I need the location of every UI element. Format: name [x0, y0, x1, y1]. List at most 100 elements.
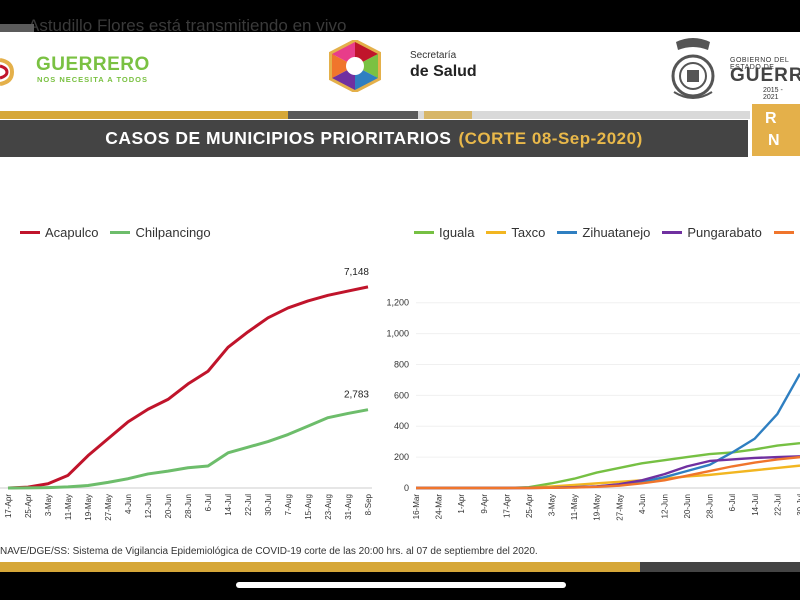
guerrero-logo-title: GUERRERO: [36, 54, 150, 75]
legend-label-acapulco: Acapulco: [45, 225, 99, 240]
secretaria-label: Secretaría: [410, 50, 457, 61]
left-x-tick-20-jun: 20-Jun: [164, 494, 173, 518]
guerrero-logo-icon: [0, 58, 14, 86]
legend-swatch-zihuatanejo: [557, 231, 578, 234]
right-x-tick-17-apr: 17-Apr: [502, 494, 511, 518]
side-label-box: R N: [752, 104, 800, 156]
slide-title-corte: (CORTE 08-Sep-2020): [458, 128, 643, 148]
left-line-chart: 17-Apr 25-Apr 3-May 11-May 19-May 27-May 4-Jun…: [0, 267, 373, 521]
data-source-note: NAVE/DGE/SS: Sistema de Vigilancia Epide…: [0, 546, 538, 557]
slide-title: CASOS DE MUNICIPIOS PRIORITARIOS: [105, 128, 452, 148]
data-label-acapulco: 7,148: [344, 267, 369, 278]
legend-swatch-acapulco: [20, 231, 40, 234]
decorative-strip-gold: [0, 111, 288, 119]
presentation-slide: GUERRERO NOS NECESITA A TODOS Secretaría…: [0, 32, 800, 572]
legend-item-acapulco: Acapulco: [20, 225, 98, 240]
legend-item-chilpancingo: Chilpancingo: [110, 225, 211, 240]
left-x-tick-28-jun: 28-Jun: [184, 494, 193, 518]
right-y-tick-200: 200: [394, 452, 409, 462]
gobierno-seal-icon: [671, 38, 715, 99]
gobierno-main-label: GUERRERO: [730, 65, 800, 86]
side-label-line2: N: [768, 132, 780, 149]
left-x-tick-22-jul: 22-Jul: [244, 494, 253, 516]
right-x-tick-24-mar: 24-Mar: [435, 494, 444, 520]
legend-label-zihuatanejo: Zihuatanejo: [582, 225, 651, 240]
left-x-tick-3-may: 3-May: [44, 494, 53, 516]
legend-item-iguala: Iguala: [414, 225, 474, 240]
right-x-tick-30-jul: 30-Jul: [796, 494, 800, 516]
left-x-tick-17-apr: 17-Apr: [4, 494, 13, 518]
footer-strip-dark: [640, 562, 800, 572]
left-chart-legend: Acapulco Chilpancingo: [20, 225, 223, 240]
stream-top-bar: [0, 0, 800, 26]
left-x-tick-25-apr: 25-Apr: [24, 494, 33, 518]
right-y-tick-0: 0: [404, 483, 409, 493]
gobierno-small-label: GOBIERNO DEL ESTADO DE: [730, 57, 790, 71]
legend-swatch-pungarabato: [662, 231, 683, 234]
right-x-tick-3-may: 3-May: [548, 494, 557, 516]
right-x-tick-25-apr: 25-Apr: [525, 494, 534, 518]
footer-strip: [0, 562, 800, 572]
left-x-tick-31-aug: 31-Aug: [344, 494, 353, 520]
left-x-tick-14-jul: 14-Jul: [224, 494, 233, 516]
title-band: CASOS DE MUNICIPIOS PRIORITARIOS (CORTE …: [0, 120, 748, 157]
legend-item-taxco: Taxco: [486, 225, 545, 240]
right-chart-legend: Iguala Taxco Zihuatanejo Pungarabato: [414, 225, 800, 240]
legend-swatch-chilpancingo: [110, 231, 131, 234]
left-series-acapulco: [7, 285, 369, 490]
legend-swatch-other: [773, 231, 794, 234]
right-x-tick-14-jul: 14-Jul: [751, 494, 760, 516]
legend-label-iguala: Iguala: [439, 225, 475, 240]
legend-label-pungarabato: Pungarabato: [687, 225, 762, 240]
right-x-tick-4-jun: 4-Jun: [638, 494, 647, 514]
left-series-chilpancingo: [7, 408, 369, 490]
gobierno-years: 2015 - 2021: [763, 87, 783, 101]
salud-label: de Salud: [410, 63, 477, 80]
decorative-strip-gold-2: [424, 111, 472, 119]
right-x-tick-9-apr: 9-Apr: [480, 494, 489, 514]
left-x-tick-11-may: 11-May: [64, 494, 73, 520]
legend-item-other: [773, 231, 799, 234]
right-x-tick-11-may: 11-May: [570, 494, 579, 520]
legend-item-pungarabato: Pungarabato: [662, 225, 762, 240]
right-x-tick-19-may: 19-May: [593, 494, 602, 521]
left-x-tick-6-jul: 6-Jul: [204, 494, 213, 512]
side-label-line1: R: [765, 110, 777, 127]
left-x-tick-27-may: 27-May: [104, 494, 113, 521]
secretaria-salud-logo-icon: [329, 40, 381, 92]
right-x-tick-20-jun: 20-Jun: [683, 494, 692, 518]
right-y-tick-1-000: 1,000: [386, 329, 409, 339]
right-y-tick-1-200: 1,200: [386, 298, 409, 308]
legend-label-chilpancingo: Chilpancingo: [135, 225, 211, 240]
legend-swatch-iguala: [414, 231, 434, 234]
left-x-tick-8-sep: 8-Sep: [364, 493, 373, 515]
right-x-tick-27-may: 27-May: [615, 494, 624, 521]
home-indicator[interactable]: [236, 582, 566, 588]
right-line-chart: 0 200 400 600 800 1,000 1,200 16-Mar 24-Mar 1-Apr…: [386, 298, 800, 521]
right-x-tick-16-mar: 16-Mar: [412, 494, 421, 520]
legend-item-zihuatanejo: Zihuatanejo: [557, 225, 650, 240]
right-x-tick-1-apr: 1-Apr: [457, 494, 466, 514]
left-x-tick-7-aug: 7-Aug: [284, 494, 293, 515]
right-y-tick-400: 400: [394, 421, 409, 431]
right-x-tick-28-jun: 28-Jun: [706, 494, 715, 518]
data-label-chilpancingo: 2,783: [344, 390, 369, 401]
legend-label-taxco: Taxco: [511, 225, 546, 240]
left-x-tick-4-jun: 4-Jun: [124, 494, 133, 514]
right-y-tick-800: 800: [394, 359, 409, 369]
left-x-tick-12-jun: 12-Jun: [144, 494, 153, 518]
legend-swatch-taxco: [486, 231, 507, 234]
left-x-tick-23-aug: 23-Aug: [324, 494, 333, 520]
live-stream-text: Astudillo Flores está transmitiendo en v…: [28, 16, 347, 35]
decorative-strip-dark: [288, 111, 418, 119]
left-x-tick-19-may: 19-May: [84, 494, 93, 521]
right-series-other-4: [416, 455, 800, 490]
right-x-tick-6-jul: 6-Jul: [728, 494, 737, 512]
left-x-tick-15-aug: 15-Aug: [304, 494, 313, 520]
guerrero-logo-subtitle: NOS NECESITA A TODOS: [37, 75, 148, 84]
right-x-tick-12-jun: 12-Jun: [660, 494, 669, 518]
right-y-tick-600: 600: [394, 390, 409, 400]
right-x-tick-22-jul: 22-Jul: [773, 494, 782, 516]
left-x-tick-30-jul: 30-Jul: [264, 494, 273, 516]
